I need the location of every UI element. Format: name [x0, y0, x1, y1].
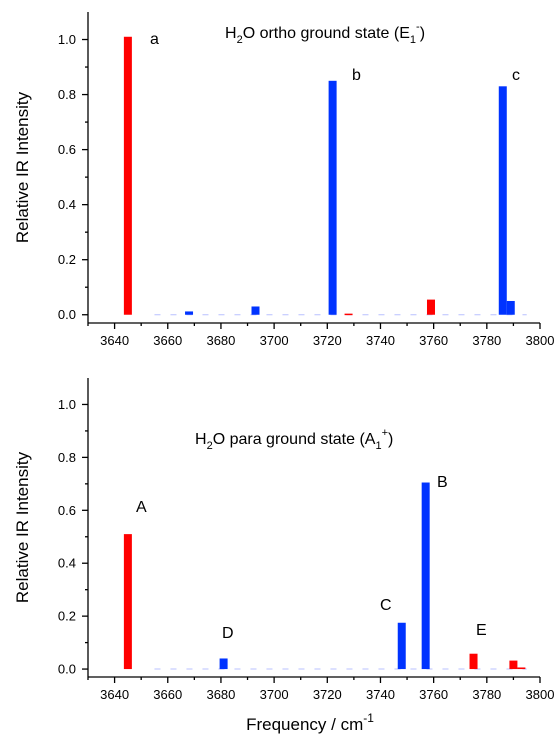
bar-3793 [517, 667, 526, 670]
bar-peak-B [421, 482, 430, 670]
panel-title: H2O ortho ground state (E1-) [225, 21, 425, 46]
bar-3790 [509, 660, 518, 670]
y-tick-label: 0.0 [58, 662, 76, 677]
y-tick-label: 0.6 [58, 142, 76, 157]
y-tick-label: 0.4 [58, 197, 76, 212]
y-tick-label: 0.8 [58, 87, 76, 102]
bar-peak-a [123, 36, 132, 315]
peak-label-a: a [150, 31, 159, 48]
x-tick-label: 3640 [100, 333, 129, 348]
bar-3693 [251, 306, 260, 315]
x-tick-label: 3700 [260, 687, 289, 702]
bar-peak-D [219, 658, 228, 670]
panel-title: H2O para ground state (A1+) [195, 427, 393, 452]
x-tick-label: 3740 [366, 333, 395, 348]
peak-label-A: A [136, 499, 147, 516]
peak-label-E: E [476, 622, 487, 639]
y-tick-label: 0.0 [58, 307, 76, 322]
x-tick-label: 3780 [472, 687, 501, 702]
x-tick-label: 3800 [526, 687, 555, 702]
peak-label-C: C [380, 597, 392, 614]
x-tick-label: 3640 [100, 687, 129, 702]
x-tick-label: 3680 [206, 687, 235, 702]
bar-peak-C [397, 622, 406, 670]
y-tick-label: 0.2 [58, 609, 76, 624]
y-tick-label: 1.0 [58, 397, 76, 412]
y-tick-label: 0.2 [58, 252, 76, 267]
x-tick-label: 3700 [260, 333, 289, 348]
y-axis-title: Relative IR Intensity [13, 451, 32, 603]
x-tick-label: 3720 [313, 687, 342, 702]
x-tick-label: 3660 [153, 687, 182, 702]
bar-peak-c [498, 86, 507, 315]
x-tick-label: 3680 [206, 333, 235, 348]
x-tick-label: 3660 [153, 333, 182, 348]
bar-peak-E [469, 653, 478, 670]
chart-panel-1: 0.0 0.2 0.4 0.6 0.8 1.0 3640 3660 3680 3700 3720 37… [13, 12, 554, 348]
peak-label-B: B [437, 474, 448, 491]
peak-label-c: c [512, 67, 520, 84]
x-tick-label: 3720 [313, 333, 342, 348]
x-tick-label: 3760 [419, 333, 448, 348]
x-axis-title: Frequency / cm-1 [246, 711, 374, 734]
x-tick-label: 3780 [472, 333, 501, 348]
y-tick-label: 0.8 [58, 450, 76, 465]
y-tick-label: 1.0 [58, 32, 76, 47]
x-tick-label: 3740 [366, 687, 395, 702]
bar-3789 [506, 300, 515, 315]
x-tick-label: 3800 [526, 333, 555, 348]
bar-3728 [344, 313, 353, 316]
y-axis-title: Relative IR Intensity [13, 91, 32, 243]
peak-label-D: D [222, 625, 234, 642]
chart-panel-2: 0.0 0.2 0.4 0.6 0.8 1.0 3640 3660 3680 3700 3720 37… [13, 378, 554, 734]
bar-3668 [185, 311, 194, 315]
bar-3759 [426, 299, 435, 315]
bar-peak-b [328, 80, 337, 315]
y-tick-label: 0.4 [58, 556, 76, 571]
x-tick-label: 3760 [419, 687, 448, 702]
peak-label-b: b [352, 67, 361, 84]
bar-peak-A [123, 534, 132, 670]
y-tick-label: 0.6 [58, 503, 76, 518]
